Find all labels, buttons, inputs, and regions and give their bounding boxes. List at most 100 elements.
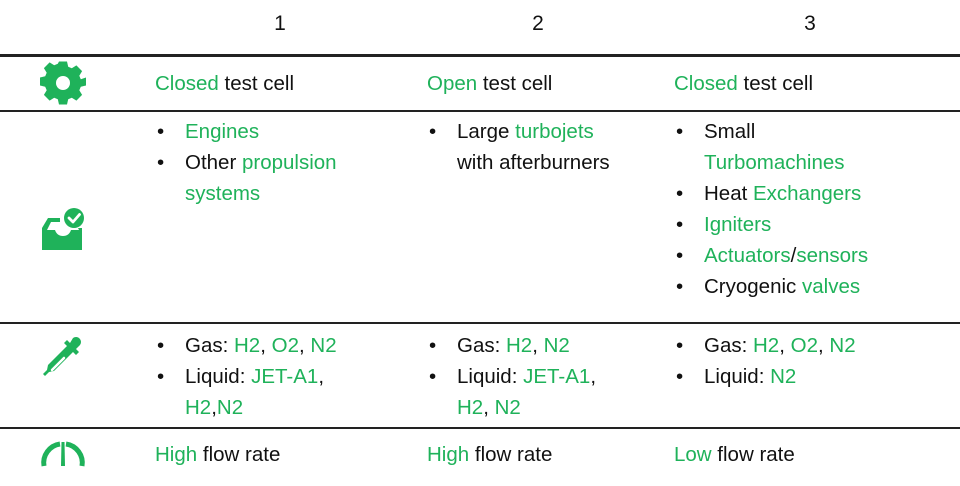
text-line: Open test cell (427, 68, 552, 99)
highlighted-text: Actuators (704, 244, 791, 267)
text-line: Liquid: N2 (704, 361, 856, 392)
text-line: High flow rate (155, 439, 280, 470)
highlighted-text: valves (802, 275, 861, 298)
cell-text: Closed test cell (155, 68, 294, 99)
cell-text: Open test cell (427, 68, 552, 99)
text: Cryogenic (704, 275, 802, 298)
cell-row2-col1: Engines Other propulsion systems (156, 116, 337, 209)
column-header-2: 2 (532, 12, 544, 35)
text: , (817, 334, 830, 357)
highlighted-text: systems (185, 182, 261, 205)
text-line: Closed test cell (155, 68, 294, 99)
text: test cell (737, 72, 814, 95)
text-line: Liquid: JET-A1, (185, 361, 337, 392)
text-line: Igniters (704, 209, 868, 240)
text-line: H2,N2 (185, 392, 337, 423)
bullet-item: Liquid: JET-A1,H2, N2 (428, 361, 596, 423)
bullet-item: Other propulsion systems (156, 147, 337, 209)
text-line: Turbomachines (704, 147, 868, 178)
bullet-item: Engines (156, 116, 337, 147)
highlighted-text: sensors (796, 244, 869, 267)
highlighted-text: JET-A1 (251, 365, 319, 388)
text: flow rate (197, 443, 281, 466)
text: with afterburners (457, 151, 610, 174)
bullet-item: Gas: H2, O2, N2 (156, 330, 337, 361)
column-header-1: 1 (274, 12, 286, 35)
cell-row4-col3: Low flow rate (674, 439, 795, 470)
cell-row3-col1: Gas: H2, O2, N2Liquid: JET-A1,H2,N2 (156, 330, 337, 423)
highlighted-text: N2 (310, 334, 337, 357)
highlighted-text: N2 (543, 334, 570, 357)
cell-row3-col3: Gas: H2, O2, N2Liquid: N2 (675, 330, 856, 392)
inbox-check-icon (42, 208, 84, 250)
highlighted-text: Engines (185, 120, 260, 143)
bullet-item: Large turbojets with afterburners (428, 116, 610, 178)
text: / (790, 244, 797, 267)
header-divider (0, 54, 960, 57)
text: , (532, 334, 544, 357)
text: Heat (704, 182, 753, 205)
row-divider (0, 427, 960, 429)
cell-text: Closed test cell (674, 68, 813, 99)
text-line: Closed test cell (674, 68, 813, 99)
text: Gas: (185, 334, 234, 357)
highlighted-text: N2 (216, 396, 244, 419)
highlighted-text: H2 (185, 396, 212, 419)
highlighted-text: Closed (674, 72, 738, 95)
bullet-item: Liquid: JET-A1,H2,N2 (156, 361, 337, 423)
highlighted-text: turbojets (515, 120, 594, 143)
highlighted-text: O2 (790, 334, 818, 357)
text: Gas: (704, 334, 753, 357)
text-line: Other propulsion (185, 147, 337, 178)
text: , (211, 396, 217, 419)
gauge-icon (41, 441, 85, 467)
text: Small (704, 120, 756, 143)
cell-text: High flow rate (427, 439, 552, 470)
text-line: with afterburners (457, 147, 610, 178)
text: Large (457, 120, 516, 143)
text: , (779, 334, 791, 357)
highlighted-text: High (427, 443, 470, 466)
text: Liquid: (457, 365, 524, 388)
highlighted-text: N2 (494, 396, 521, 419)
text-line: Small (704, 116, 868, 147)
text: flow rate (469, 443, 553, 466)
text: Other (185, 151, 242, 174)
text: , (590, 365, 597, 388)
highlighted-text: H2 (457, 396, 484, 419)
text-line: Cryogenic valves (704, 271, 868, 302)
text-line: High flow rate (427, 439, 552, 470)
text-line: Low flow rate (674, 439, 795, 470)
bullet-item: Heat Exchangers (675, 178, 868, 209)
highlighted-text: JET-A1 (523, 365, 591, 388)
cell-row1-col1: Closed test cell (155, 68, 294, 99)
bullet-item: Liquid: N2 (675, 361, 856, 392)
text: Gas: (457, 334, 506, 357)
highlighted-text: H2 (753, 334, 780, 357)
highlighted-text: H2 (234, 334, 261, 357)
text-line: systems (185, 178, 337, 209)
bullet-item: Cryogenic valves (675, 271, 868, 302)
text: test cell (218, 72, 295, 95)
highlighted-text: High (155, 443, 198, 466)
text-line: Actuators/sensors (704, 240, 868, 271)
text: Liquid: (185, 365, 252, 388)
text: , (483, 396, 495, 419)
text-line: Large turbojets (457, 116, 610, 147)
gear-icon (40, 61, 86, 105)
text-line: Heat Exchangers (704, 178, 868, 209)
bullet-item: Actuators/sensors (675, 240, 868, 271)
text-line: Liquid: JET-A1, (457, 361, 596, 392)
row-divider (0, 110, 960, 112)
cell-text: High flow rate (155, 439, 280, 470)
cell-text: Low flow rate (674, 439, 795, 470)
text: , (318, 365, 325, 388)
text: test cell (477, 72, 553, 95)
cell-row3-col2: Gas: H2, N2Liquid: JET-A1,H2, N2 (428, 330, 596, 423)
highlighted-text: Low (674, 443, 712, 466)
cell-row2-col3: Small Turbomachines Heat Exchangers Igniter… (675, 116, 868, 302)
text: Liquid: (704, 365, 771, 388)
highlighted-text: Open (427, 72, 478, 95)
text: flow rate (711, 443, 795, 466)
row-divider (0, 322, 960, 324)
